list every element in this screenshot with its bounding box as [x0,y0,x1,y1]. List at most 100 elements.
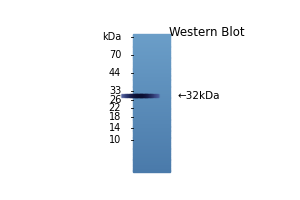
Bar [133,99,170,100]
Bar [133,63,170,64]
Bar [146,94,147,97]
Bar [133,71,170,73]
Bar [133,53,170,55]
Bar [133,106,170,107]
Bar [153,94,154,97]
Bar [126,94,127,97]
Bar [126,94,127,97]
Bar [133,114,170,115]
Text: 18: 18 [109,112,121,122]
Text: 22: 22 [109,103,121,113]
Bar [133,162,170,164]
Bar [133,77,170,78]
Bar [133,75,170,77]
Bar [133,151,170,153]
Bar [133,55,170,56]
Bar [157,94,158,97]
Bar [133,48,170,49]
Bar [133,94,134,97]
Bar [133,67,170,69]
Bar [131,94,132,97]
Bar [130,94,131,97]
Bar [154,94,155,97]
Bar [133,74,170,76]
Bar [133,140,170,142]
Bar [133,40,170,41]
Bar [134,94,135,97]
Bar [133,155,170,157]
Bar [133,133,170,135]
Bar [143,94,144,97]
Bar [133,79,170,81]
Bar [131,94,132,97]
Bar [133,126,170,128]
Bar [133,91,170,92]
Bar [133,49,170,51]
Bar [133,70,170,71]
Bar [133,157,170,158]
Bar [133,64,170,66]
Bar [133,56,170,58]
Bar [133,46,170,48]
Bar [133,166,170,168]
Bar [138,94,139,97]
Bar [133,150,170,151]
Bar [133,73,170,74]
Bar [133,88,170,89]
Bar [133,161,170,162]
Bar [148,94,149,97]
Bar [141,94,142,97]
Bar [133,132,170,133]
Bar [137,94,138,97]
Bar [133,107,170,109]
Bar [135,94,136,97]
Bar [133,52,170,53]
Bar [133,108,170,110]
Bar [133,169,170,171]
Bar [133,59,170,60]
Bar [133,146,170,147]
Bar [140,94,141,97]
Bar [133,95,170,96]
Bar [155,94,156,97]
Bar [142,94,143,97]
Bar [133,94,134,97]
Bar [133,85,170,87]
Bar [138,94,139,97]
Bar [133,147,170,149]
Bar [139,94,140,97]
Bar [141,94,142,97]
Bar [133,111,170,113]
Bar [133,125,170,127]
Bar [133,136,170,138]
Bar [133,34,170,36]
Bar [128,94,129,97]
Text: 14: 14 [109,123,121,133]
Text: 10: 10 [109,135,121,145]
Bar [133,128,170,129]
Bar [155,94,156,97]
Bar [133,115,170,117]
Bar [128,94,129,97]
Bar [140,94,141,97]
Bar [133,92,170,93]
Bar [133,144,170,146]
Bar [133,119,170,121]
Bar [133,96,170,98]
Bar [132,94,133,97]
Bar [133,143,170,144]
Text: kDa: kDa [102,32,121,42]
Text: 70: 70 [109,50,121,60]
Bar [133,57,170,59]
Bar [133,121,170,122]
Bar [133,104,170,106]
Bar [133,84,170,85]
Bar [149,94,150,97]
Bar [129,94,130,97]
Bar [150,94,151,97]
Bar [121,94,122,97]
Bar [145,94,146,97]
Bar [147,94,148,97]
Bar [133,110,170,111]
Bar [127,94,128,97]
